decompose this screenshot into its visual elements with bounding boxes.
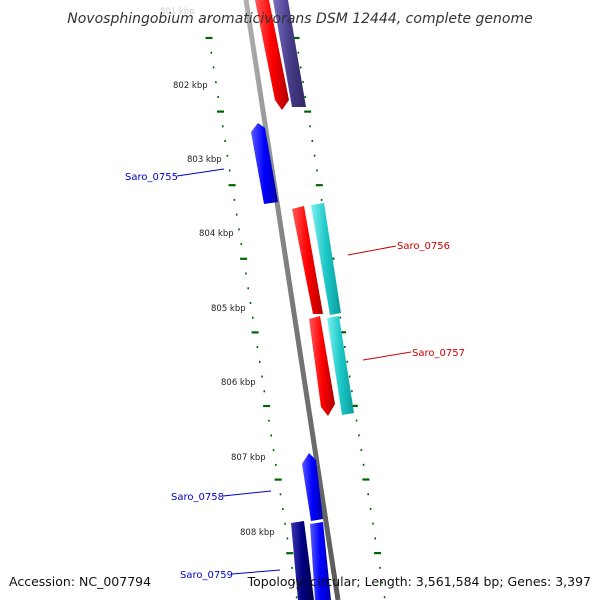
feature-top-purple-cds [273, 0, 306, 107]
tick-label-802: 802 kbp [173, 81, 208, 91]
gene-saro-0757 [309, 316, 335, 416]
gene-label-saro-0757: Saro_0757 [412, 348, 465, 359]
tick-label-805: 805 kbp [211, 304, 246, 314]
gene-label-saro-0759: Saro_0759 [180, 570, 233, 581]
tick-label-807: 807 kbp [231, 453, 266, 463]
gene-label-saro-0756: Saro_0756 [397, 241, 450, 252]
gene-saro-0758 [302, 453, 323, 521]
gene-label-saro-0758: Saro_0758 [171, 492, 224, 503]
leader-saro-0758 [222, 490, 272, 497]
inner-tick-track [205, 36, 298, 599]
cds-saro-0756 [311, 203, 341, 315]
leader-saro-0757 [362, 351, 412, 361]
leader-saro-0756 [347, 245, 397, 256]
genome-backbone [243, 0, 341, 600]
tick-label-801: 801 kbp [160, 7, 195, 17]
gene-label-saro-0755: Saro_0755 [125, 172, 178, 183]
tick-label-804: 804 kbp [199, 229, 234, 239]
tick-label-806: 806 kbp [221, 378, 256, 388]
genome-summary-text: Topology: circular; Length: 3,561,584 bp… [247, 574, 591, 589]
feature-top-red-cds [255, 0, 289, 110]
tick-label-803: 803 kbp [187, 155, 222, 165]
cds-saro-0757 [327, 316, 354, 415]
leader-saro-0759 [231, 569, 281, 575]
gene-saro-0756 [292, 206, 323, 314]
accession-text: Accession: NC_007794 [9, 574, 151, 589]
leader-saro-0755 [176, 168, 225, 177]
gene-saro-0759 [291, 521, 331, 600]
map-title: Novosphingobium aromaticivorans DSM 1244… [67, 11, 532, 27]
gene-saro-0755 [251, 123, 278, 204]
tick-label-808: 808 kbp [240, 528, 275, 538]
